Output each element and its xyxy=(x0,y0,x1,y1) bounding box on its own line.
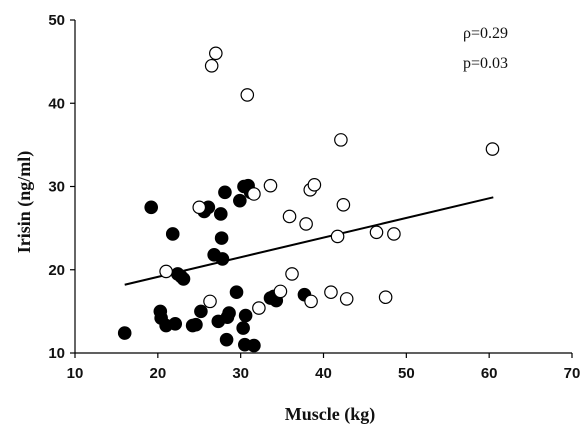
open-point xyxy=(285,267,299,281)
filled-point xyxy=(222,306,236,320)
trend-line xyxy=(124,196,494,286)
points-layer xyxy=(117,46,500,353)
filled-point xyxy=(168,317,183,331)
open-point xyxy=(369,225,384,240)
filled-point xyxy=(189,317,203,332)
filled-point xyxy=(218,185,232,200)
filled-point xyxy=(236,321,250,335)
filled-point xyxy=(219,332,234,347)
open-point xyxy=(159,264,173,279)
y-tick-label: 20 xyxy=(48,262,65,279)
open-point xyxy=(203,294,217,309)
open-point xyxy=(485,142,500,156)
open-point xyxy=(252,301,266,315)
open-point xyxy=(282,209,297,224)
filled-point xyxy=(247,338,261,353)
filled-point xyxy=(194,304,208,319)
open-point xyxy=(334,133,348,147)
open-point xyxy=(339,292,354,306)
open-point xyxy=(330,229,345,244)
open-point xyxy=(387,227,401,241)
open-point xyxy=(378,290,393,305)
filled-point xyxy=(215,252,230,266)
open-point xyxy=(263,178,278,193)
filled-point xyxy=(233,193,247,208)
open-point xyxy=(204,58,219,73)
y-tick-label: 30 xyxy=(48,179,65,196)
x-tick-label: 20 xyxy=(149,365,166,382)
open-point xyxy=(209,46,223,61)
trend-layer xyxy=(124,196,494,286)
filled-point xyxy=(165,227,180,241)
x-tick-label: 10 xyxy=(67,365,84,382)
open-point xyxy=(273,284,288,299)
ticks-layer: 10 20 30 40 50 60 70 10 20 30 40 50 xyxy=(48,12,580,382)
filled-point xyxy=(176,272,191,286)
filled-point xyxy=(117,326,132,340)
filled-point xyxy=(238,308,253,323)
open-point xyxy=(299,217,313,231)
rho-annotation: ρ=0.29 xyxy=(463,25,508,42)
x-tick-label: 60 xyxy=(481,365,498,382)
y-axis-title: Irisin (ng/ml) xyxy=(14,151,35,254)
open-point xyxy=(304,294,318,309)
y-tick-label: 50 xyxy=(48,12,65,29)
x-tick-label: 70 xyxy=(564,365,581,382)
y-tick-label: 40 xyxy=(48,95,65,112)
open-point xyxy=(336,198,351,212)
x-axis-title: Muscle (kg) xyxy=(285,404,375,425)
filled-point xyxy=(144,200,159,215)
x-tick-label: 40 xyxy=(315,365,332,382)
p-value-annotation: p=0.03 xyxy=(463,55,508,72)
open-point xyxy=(247,187,261,201)
filled-point xyxy=(214,231,229,245)
x-tick-label: 50 xyxy=(398,365,415,382)
open-point xyxy=(192,200,207,215)
open-point xyxy=(324,285,338,300)
filled-point xyxy=(213,207,228,221)
y-tick-label: 10 xyxy=(48,345,65,362)
open-point xyxy=(307,178,322,192)
filled-point xyxy=(229,285,244,300)
x-tick-label: 30 xyxy=(232,365,249,382)
open-point xyxy=(240,88,255,102)
